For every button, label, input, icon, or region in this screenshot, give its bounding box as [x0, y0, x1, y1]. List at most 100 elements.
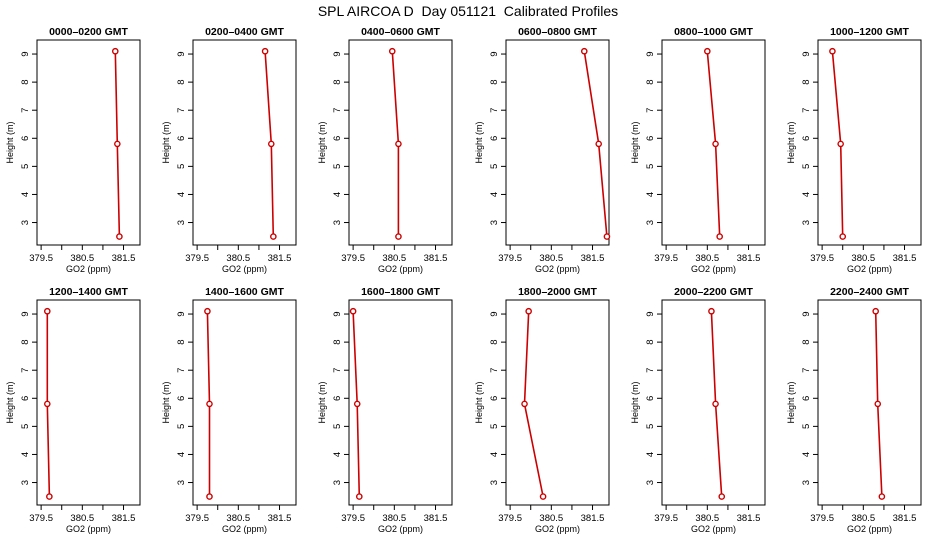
x-tick-label: 379.5 — [810, 513, 834, 524]
plot-frame — [661, 39, 766, 246]
data-point — [525, 307, 532, 315]
y-axis-label: Height (m) — [786, 121, 796, 163]
x-tick-label: 379.5 — [498, 513, 522, 524]
y-tick-label: 8 — [176, 79, 187, 84]
y-axis-label: Height (m) — [630, 381, 640, 423]
x-tick-label: 381.5 — [424, 253, 448, 264]
data-point — [521, 400, 528, 408]
data-point — [388, 47, 396, 55]
y-tick-label: 5 — [20, 424, 31, 429]
y-tick-label: 3 — [489, 220, 500, 225]
data-point — [708, 307, 715, 315]
x-tick-label: 380.5 — [695, 253, 719, 264]
chart-title: 1000–1200 GMT — [830, 26, 909, 38]
chart-title: 1400–1600 GMT — [205, 286, 284, 298]
y-tick-label: 7 — [489, 368, 500, 373]
y-tick-label: 7 — [176, 368, 187, 373]
data-point — [878, 493, 886, 500]
plot-frame — [505, 299, 610, 506]
y-tick-label: 7 — [801, 108, 812, 113]
data-point — [716, 233, 723, 240]
data-point — [704, 47, 711, 55]
y-tick-label: 3 — [645, 480, 656, 485]
y-tick-label: 8 — [801, 79, 812, 84]
data-point — [874, 400, 882, 408]
y-tick-label: 3 — [801, 220, 812, 225]
y-tick-label: 6 — [20, 396, 31, 401]
y-tick-label: 6 — [332, 396, 343, 401]
y-tick-label: 5 — [801, 164, 812, 169]
x-tick-label: 380.5 — [226, 513, 250, 524]
y-tick-label: 7 — [645, 368, 656, 373]
y-tick-label: 9 — [332, 51, 343, 56]
x-tick-label: 380.5 — [70, 513, 94, 524]
data-point — [712, 140, 719, 148]
y-axis-label: Height (m) — [161, 121, 171, 163]
x-tick-label: 379.5 — [810, 253, 834, 264]
y-tick-label: 7 — [332, 108, 343, 113]
y-tick-label: 6 — [332, 136, 343, 141]
y-tick-label: 8 — [645, 79, 656, 84]
x-tick-label: 379.5 — [185, 513, 209, 524]
y-axis-label: Height (m) — [474, 381, 484, 423]
y-axis-label: Height (m) — [5, 121, 15, 163]
y-tick-label: 5 — [176, 164, 187, 169]
x-tick-label: 379.5 — [29, 253, 53, 264]
x-axis-label: GO2 (ppm) — [535, 264, 580, 274]
y-tick-label: 9 — [801, 51, 812, 56]
y-tick-label: 5 — [489, 164, 500, 169]
y-tick-label: 9 — [176, 51, 187, 56]
y-tick-label: 5 — [645, 424, 656, 429]
y-tick-label: 5 — [20, 164, 31, 169]
y-tick-label: 7 — [645, 108, 656, 113]
y-tick-label: 8 — [645, 339, 656, 344]
x-tick-label: 379.5 — [654, 513, 678, 524]
y-tick-label: 9 — [801, 311, 812, 316]
y-tick-label: 5 — [176, 424, 187, 429]
x-tick-label: 379.5 — [185, 253, 209, 264]
data-point — [349, 307, 357, 315]
x-axis-label: GO2 (ppm) — [222, 264, 267, 274]
y-tick-label: 3 — [489, 480, 500, 485]
chart-title: 0000–0200 GMT — [49, 26, 128, 38]
plot-frame — [192, 299, 297, 506]
chart-title: 1600–1800 GMT — [361, 286, 440, 298]
chart-title: 1800–2000 GMT — [518, 286, 597, 298]
y-axis-label: Height (m) — [630, 121, 640, 163]
y-tick-label: 3 — [176, 480, 187, 485]
data-point — [839, 233, 847, 240]
x-tick-label: 380.5 — [226, 253, 250, 264]
plot-frame — [192, 39, 297, 246]
y-tick-label: 9 — [645, 311, 656, 316]
y-tick-label: 6 — [801, 136, 812, 141]
data-point — [114, 140, 121, 148]
x-axis-label: GO2 (ppm) — [66, 524, 111, 534]
data-point — [261, 47, 269, 55]
x-tick-label: 379.5 — [654, 253, 678, 264]
y-tick-label: 3 — [176, 220, 187, 225]
y-axis-label: Height (m) — [474, 121, 484, 163]
y-tick-label: 7 — [20, 108, 31, 113]
x-axis-label: GO2 (ppm) — [378, 524, 423, 534]
chart-title: 2200–2400 GMT — [830, 286, 909, 298]
data-point — [718, 493, 726, 500]
y-tick-label: 6 — [176, 396, 187, 401]
y-tick-label: 8 — [489, 339, 500, 344]
x-axis-label: GO2 (ppm) — [847, 524, 892, 534]
x-tick-label: 381.5 — [737, 253, 761, 264]
x-axis-label: GO2 (ppm) — [222, 524, 267, 534]
plot-frame — [348, 299, 453, 506]
data-point — [580, 47, 588, 55]
y-tick-label: 4 — [20, 452, 31, 457]
x-tick-label: 381.5 — [737, 513, 761, 524]
data-point — [44, 400, 51, 408]
chart-title: 0800–1000 GMT — [674, 26, 753, 38]
x-tick-label: 381.5 — [268, 513, 292, 524]
data-point — [267, 140, 275, 148]
